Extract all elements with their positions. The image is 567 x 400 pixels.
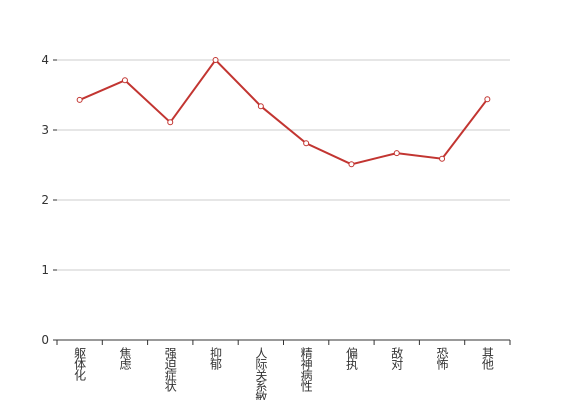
y-tick-label: 2: [41, 193, 49, 207]
point: [303, 140, 310, 147]
x-tick-label: 抑郁: [209, 346, 223, 371]
point: [439, 155, 446, 162]
x-tick-label: 敌对: [390, 346, 404, 370]
point: [121, 77, 128, 84]
y-tick-label: 0: [41, 333, 49, 347]
line: [79, 58, 489, 166]
y-tick-label: 1: [41, 263, 49, 277]
x-tick-label: 强迫症状: [163, 347, 177, 392]
x-tick-label: 人际关系敏感: [254, 347, 268, 400]
point: [484, 96, 491, 103]
point: [348, 161, 355, 168]
x-tick-label: 焦虑: [118, 347, 132, 370]
point: [257, 103, 264, 110]
x-tick-label: 躯体化: [73, 346, 87, 382]
y-tick-label: 3: [41, 123, 49, 137]
y-tick-label: 4: [41, 53, 49, 67]
point: [76, 96, 83, 103]
point: [167, 119, 174, 126]
x-tick-label: 精神病性: [299, 347, 313, 393]
x-tick-label: 其他: [480, 347, 494, 370]
point: [212, 57, 219, 63]
x-tick-label: 恐怖: [435, 347, 449, 370]
point: [393, 150, 400, 157]
x-tick-label: 偏执: [344, 346, 358, 371]
